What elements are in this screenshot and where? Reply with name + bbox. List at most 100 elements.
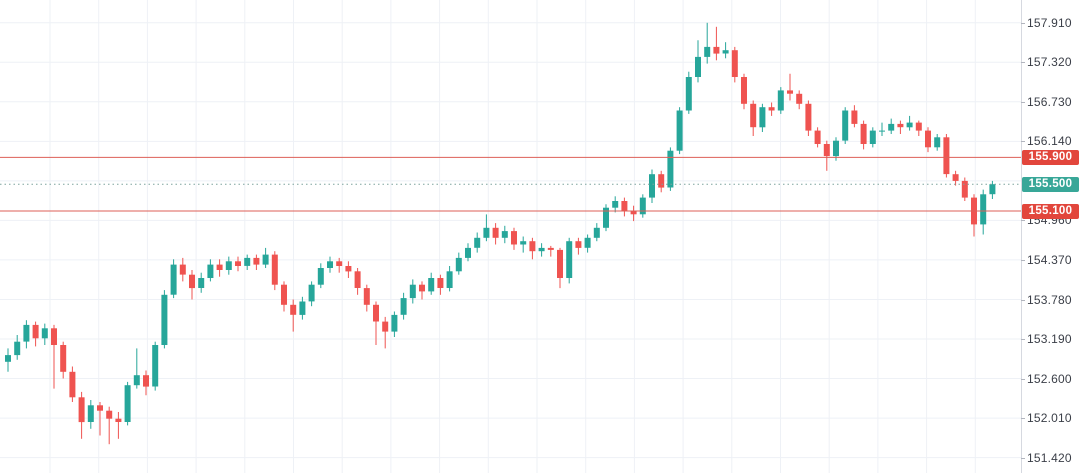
candle-body bbox=[345, 266, 352, 272]
candle-down bbox=[731, 46, 738, 83]
candle-body bbox=[308, 284, 315, 302]
candle-up bbox=[722, 42, 729, 59]
chart-plot-area[interactable] bbox=[0, 0, 1022, 473]
candle-body bbox=[888, 123, 895, 131]
candle-down bbox=[235, 256, 241, 272]
candle-body bbox=[630, 211, 637, 215]
candle-up bbox=[455, 252, 462, 275]
candle-body bbox=[465, 247, 471, 258]
candle-body bbox=[833, 140, 839, 157]
candle-body bbox=[566, 241, 573, 278]
candlestick-chart-svg[interactable] bbox=[0, 0, 1022, 473]
candle-up bbox=[400, 292, 407, 320]
candle-body bbox=[897, 123, 904, 128]
candle-down bbox=[373, 301, 379, 345]
axis-tick bbox=[1021, 378, 1025, 380]
candle-up bbox=[262, 247, 269, 268]
candle-body bbox=[713, 46, 720, 54]
candle-down bbox=[547, 245, 554, 257]
candle-body bbox=[51, 328, 57, 345]
candle-up bbox=[676, 107, 683, 155]
candle-up bbox=[639, 194, 646, 218]
candle-down bbox=[943, 134, 950, 178]
candle-body bbox=[391, 314, 398, 332]
candle-body bbox=[409, 284, 416, 299]
current-price-badge[interactable]: 155.500 bbox=[1022, 176, 1079, 192]
candle-body bbox=[271, 254, 278, 285]
candle-down bbox=[60, 341, 67, 379]
candle-up bbox=[428, 272, 435, 295]
candles bbox=[5, 22, 996, 445]
candle-body bbox=[281, 284, 287, 305]
candle-down bbox=[106, 406, 113, 445]
candle-up bbox=[87, 400, 94, 429]
candle-body bbox=[915, 122, 922, 131]
candle-body bbox=[934, 137, 941, 148]
candle-body bbox=[658, 174, 665, 188]
candle-up bbox=[704, 22, 711, 64]
candle-body bbox=[106, 410, 113, 419]
candle-down bbox=[823, 140, 830, 171]
candle-up bbox=[612, 196, 619, 213]
candle-down bbox=[658, 170, 665, 193]
candle-body bbox=[869, 130, 876, 144]
candle-down bbox=[336, 257, 343, 273]
axis-tick bbox=[1021, 418, 1025, 420]
candle-body bbox=[768, 107, 775, 111]
candle-down bbox=[253, 254, 260, 270]
candle-up bbox=[934, 134, 941, 151]
candle-body bbox=[575, 241, 582, 248]
candle-down bbox=[557, 247, 563, 289]
candle-body bbox=[161, 294, 168, 345]
price-axis-label: 156.730 bbox=[1021, 95, 1072, 109]
axis-tick bbox=[1021, 141, 1025, 143]
candle-down bbox=[915, 120, 922, 136]
candle-body bbox=[787, 90, 793, 94]
candle-body bbox=[14, 341, 21, 356]
candle-up bbox=[465, 243, 471, 262]
candle-body bbox=[474, 237, 481, 248]
candle-body bbox=[557, 249, 563, 278]
candle-up bbox=[685, 71, 692, 114]
candle-down bbox=[621, 197, 628, 217]
candle-body bbox=[207, 264, 214, 278]
price-axis-label: 156.140 bbox=[1021, 134, 1072, 148]
level-price-badge[interactable]: 155.900 bbox=[1022, 149, 1079, 165]
candle-down bbox=[271, 251, 278, 291]
candle-body bbox=[363, 288, 370, 305]
candle-body bbox=[290, 304, 297, 315]
candle-down bbox=[354, 268, 361, 295]
candle-down bbox=[741, 73, 747, 110]
level-price-badge[interactable]: 155.100 bbox=[1022, 203, 1079, 219]
candle-body bbox=[777, 90, 784, 111]
candle-body bbox=[925, 130, 931, 148]
candle-down bbox=[216, 259, 223, 277]
candle-body bbox=[115, 418, 122, 422]
candle-down bbox=[345, 261, 352, 278]
candle-body bbox=[400, 298, 407, 315]
candle-down bbox=[437, 274, 444, 295]
candle-body bbox=[32, 324, 39, 339]
candle-up bbox=[538, 243, 545, 257]
candle-up bbox=[483, 214, 490, 242]
candle-up bbox=[584, 234, 591, 253]
candle-up bbox=[833, 137, 839, 161]
candle-body bbox=[731, 50, 738, 77]
candle-up bbox=[133, 348, 140, 389]
candle-up bbox=[152, 341, 159, 391]
candle-up bbox=[520, 236, 527, 253]
candle-up bbox=[695, 40, 701, 83]
axis-tick bbox=[1021, 299, 1025, 301]
candle-body bbox=[612, 201, 619, 208]
candle-up bbox=[308, 281, 315, 307]
candle-down bbox=[768, 102, 775, 116]
candle-body bbox=[860, 123, 867, 144]
candle-body bbox=[520, 241, 527, 245]
candle-up bbox=[170, 259, 177, 299]
price-axis[interactable]: 157.910 157.320 156.730 156.140 154.960 154.3… bbox=[1021, 0, 1080, 473]
candle-up bbox=[989, 180, 996, 199]
candle-body bbox=[823, 144, 830, 157]
candle-down bbox=[281, 281, 287, 312]
candle-body bbox=[704, 46, 711, 57]
